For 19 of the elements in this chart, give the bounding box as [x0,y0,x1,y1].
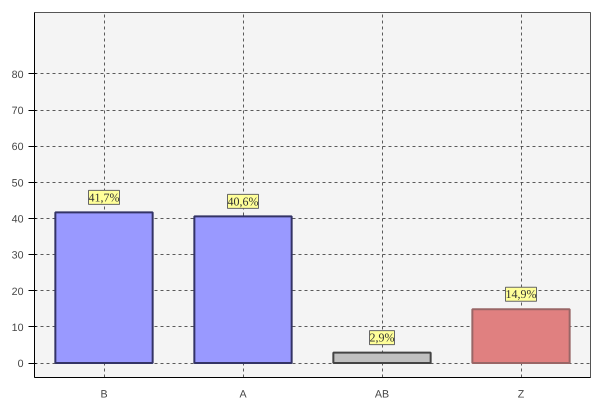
bar [332,352,432,364]
data-label: 14,9% [506,287,536,302]
bar [471,308,571,364]
y-tick-label: 50 [12,177,24,190]
data-label: 2,9% [370,330,394,345]
x-tick-label: B [100,388,108,400]
y-tick-label: 20 [12,286,24,298]
y-tick-label: 80 [12,68,24,81]
x-tick-label: Z [518,388,525,400]
y-tick-label: 0 [18,358,24,370]
bar [193,215,293,364]
y-tick-label: 40 [12,213,24,226]
y-tick-label: 70 [12,105,24,118]
y-tick-label: 30 [12,250,24,262]
y-tick-label: 60 [12,141,24,154]
x-tick-label: AB [374,388,390,400]
y-tick-label: 10 [12,322,24,334]
x-tick-label: A [239,388,248,400]
bar [54,211,154,364]
